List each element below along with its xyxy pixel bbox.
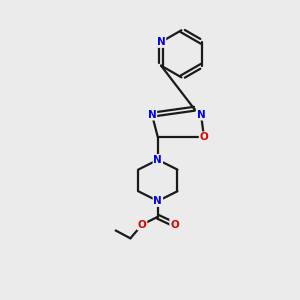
Text: N: N xyxy=(154,196,162,206)
Text: O: O xyxy=(170,220,179,230)
Text: N: N xyxy=(157,37,165,47)
Text: N: N xyxy=(148,110,156,120)
Text: N: N xyxy=(197,110,206,120)
Text: N: N xyxy=(154,155,162,165)
Text: O: O xyxy=(200,132,208,142)
Text: O: O xyxy=(138,220,146,230)
